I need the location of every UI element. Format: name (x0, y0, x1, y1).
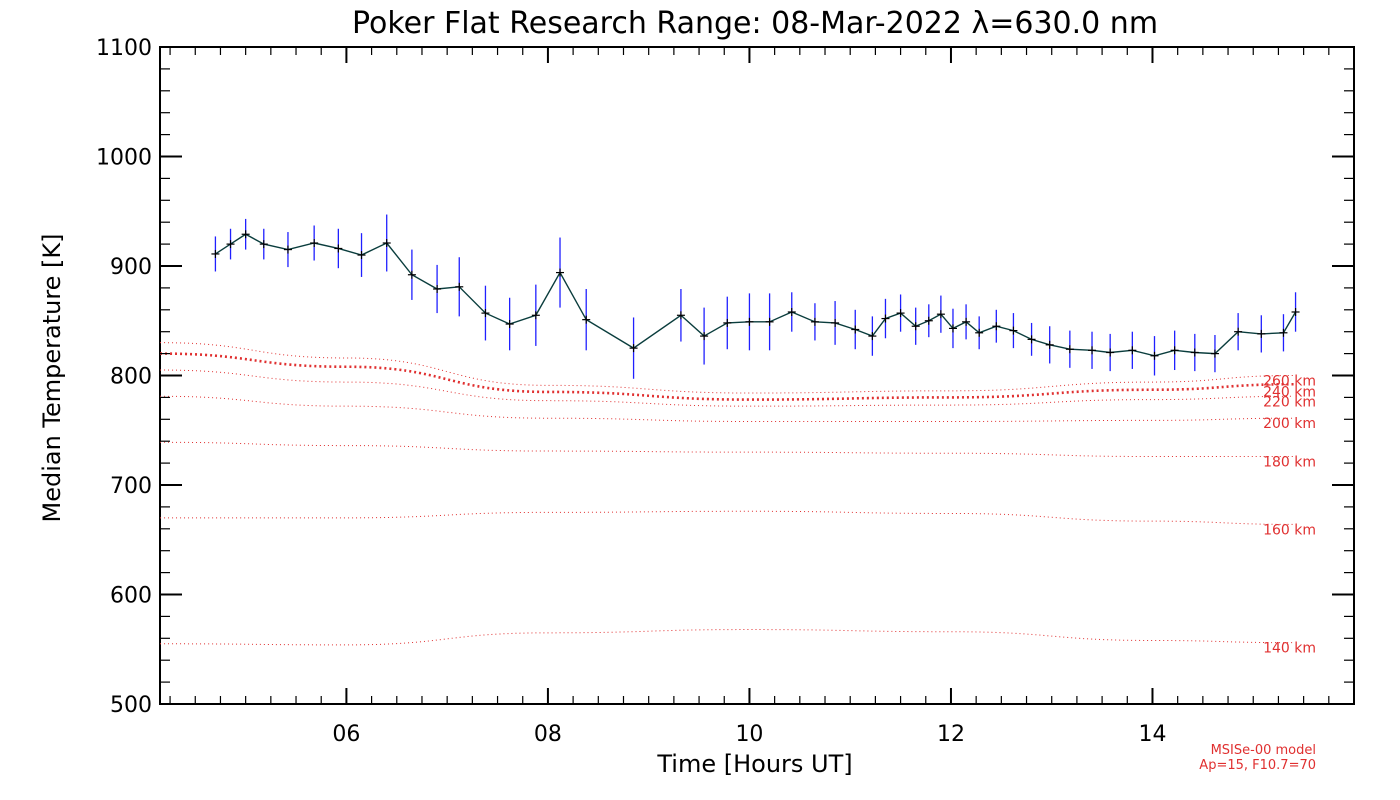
measurement-point (582, 315, 591, 324)
y-tick-label: 700 (110, 474, 152, 499)
measurement-point (481, 309, 490, 318)
measurement-point (531, 311, 540, 320)
error-bars (214, 214, 1297, 379)
measurement-line (215, 233, 1297, 357)
measurement-point (1190, 348, 1199, 357)
model-curve-label: 140 km (1263, 641, 1316, 657)
measurement-point (1257, 329, 1266, 338)
measurement-point (226, 240, 235, 249)
model-curve-240-km (159, 352, 1294, 401)
model-curve-260-km (159, 342, 1294, 394)
model-curve-160-km (160, 510, 1294, 525)
y-tick-label: 1100 (96, 36, 152, 61)
model-params-note: Ap=15, F10.7=70 (1199, 758, 1316, 773)
axis-ticks (160, 46, 1354, 705)
model-curve-140-km (159, 629, 1294, 646)
measurement-point (765, 317, 774, 326)
measurement-point (241, 230, 250, 239)
measurement-point (810, 317, 819, 326)
measurement-point (334, 244, 343, 253)
measurement-point (868, 332, 877, 341)
chart-title: Poker Flat Research Range: 08-Mar-2022 λ… (352, 6, 1158, 41)
x-tick-label: 06 (332, 722, 360, 747)
measurement-point (881, 314, 890, 323)
measurement-point (896, 309, 905, 318)
measurement-point (283, 245, 292, 254)
measurement-point (1027, 335, 1036, 344)
measurement-point (992, 322, 1001, 331)
measurement-point (851, 325, 860, 334)
measurement-point (310, 239, 319, 248)
model-curve-label: 220 km (1263, 394, 1316, 410)
measurement-point (357, 251, 366, 260)
measurement-point (1128, 346, 1137, 355)
measurement-point (745, 317, 754, 326)
x-tick-label: 08 (534, 722, 562, 747)
measurement-point (1088, 346, 1097, 355)
x-tick-label: 12 (937, 722, 965, 747)
y-tick-label: 500 (110, 693, 152, 718)
measurement-point (1210, 349, 1219, 358)
measurement-point (407, 270, 416, 279)
measurement-point (382, 239, 391, 248)
measurement-point (1279, 328, 1288, 337)
tick-labels: 06 08 10 12 14 500 600 700 800 900 1000 1100 (96, 36, 1166, 747)
measurement-point (962, 317, 971, 326)
model-name-note: MSISe-00 model (1211, 743, 1316, 758)
measurement-point (1045, 340, 1054, 349)
measurement-point (1065, 345, 1074, 354)
measurement-point (975, 328, 984, 337)
model-curve-label: 180 km (1263, 455, 1316, 471)
plot-frame (159, 46, 1355, 705)
measurement-point (723, 318, 732, 327)
model-curve-label: 160 km (1263, 522, 1316, 538)
model-curve-label: 240 km (1263, 384, 1316, 400)
x-tick-label: 14 (1138, 722, 1166, 747)
y-axis-label: Median Temperature [K] (38, 233, 66, 522)
measurement-point (1291, 307, 1300, 316)
measurement-point (787, 307, 796, 316)
measurement-point (629, 344, 638, 353)
measurement-point (433, 284, 442, 293)
x-axis-label: Time [Hours UT] (656, 750, 852, 778)
measurement-point (259, 240, 268, 249)
measurement-point (936, 310, 945, 319)
measurement-point (924, 316, 933, 325)
model-curve-180-km (159, 441, 1294, 458)
measurement-point (700, 332, 709, 341)
measurement-point (505, 320, 514, 329)
x-tick-label: 10 (735, 722, 763, 747)
measurement-point (911, 322, 920, 331)
measurement-point (1009, 326, 1018, 335)
measurement-point (455, 282, 464, 291)
model-curve-label: 200 km (1263, 416, 1316, 432)
measurement-point (676, 311, 685, 320)
measurement-point (948, 324, 957, 333)
measurement-point (211, 249, 220, 258)
y-tick-label: 600 (110, 584, 152, 609)
measurement-point (1234, 327, 1243, 336)
y-tick-label: 800 (110, 365, 152, 390)
y-tick-label: 1000 (96, 146, 152, 171)
measurement-point (1150, 351, 1159, 360)
measurement-point (1170, 346, 1179, 355)
y-tick-label: 900 (110, 255, 152, 280)
measurement-point (556, 268, 565, 277)
measurement-point (1106, 348, 1115, 357)
measurement-series (211, 230, 1300, 360)
model-curve-label: 260 km (1263, 374, 1316, 390)
measurement-point (831, 318, 840, 327)
